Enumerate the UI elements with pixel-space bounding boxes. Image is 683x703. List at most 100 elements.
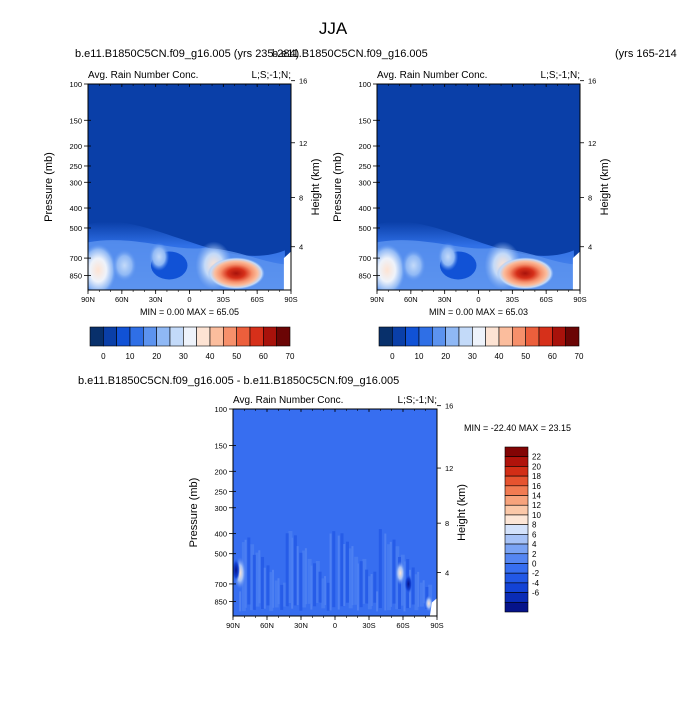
difference-streak: [315, 560, 320, 603]
difference-streak: [345, 541, 349, 603]
y-tick-label: 500: [358, 224, 371, 233]
colorbar-box: [504, 524, 529, 535]
feature-secondary: [437, 242, 459, 271]
x-tick-label: 0: [476, 295, 480, 304]
difference-streak: [376, 591, 379, 612]
y-tick-label: 400: [358, 204, 371, 213]
colorbar-label: 30: [468, 352, 477, 361]
y-tick-label: 500: [69, 224, 82, 233]
difference-streak: [348, 548, 353, 609]
colorbar-label: 30: [179, 352, 188, 361]
difference-streak: [326, 582, 330, 611]
x-tick-label: 30S: [217, 295, 230, 304]
colorbar-label: -2: [532, 569, 540, 578]
difference-streak: [299, 552, 303, 611]
difference-streak: [354, 556, 359, 605]
colorbar-box: [504, 553, 529, 564]
x-tick-label: 90N: [226, 621, 240, 630]
y-right-axis-label: Height (km): [310, 159, 322, 216]
right-string: L;S;-1;N;: [398, 395, 437, 406]
y-tick-label: 400: [214, 530, 227, 539]
colorbar-box: [512, 326, 526, 347]
difference-streak: [414, 574, 419, 611]
x-tick-label: 60S: [250, 295, 263, 304]
colorbar-label: 50: [521, 352, 530, 361]
colorbar-box: [392, 326, 406, 347]
feature-max-region: [88, 244, 117, 290]
y-tick-label: 250: [69, 162, 82, 171]
colorbar-box: [405, 326, 420, 347]
min-max-stats: MIN = -22.40 MAX = 23.15: [464, 423, 571, 433]
difference-streak: [263, 567, 266, 609]
y-tick-label: 150: [69, 116, 82, 125]
difference-negative: [404, 573, 413, 594]
feature-secondary: [401, 249, 426, 282]
difference-positive: [424, 595, 433, 612]
difference-streak: [340, 533, 344, 607]
difference-streak: [362, 558, 367, 604]
difference-streak: [373, 571, 377, 603]
y-right-tick-label: 4: [588, 243, 592, 252]
colorbar-box: [378, 326, 393, 347]
difference-streak: [302, 550, 307, 608]
y-right-tick-label: 8: [299, 194, 303, 203]
colorbar-box: [103, 326, 117, 347]
colorbar-box: [504, 592, 529, 603]
x-tick-label: 90S: [573, 295, 586, 304]
plot-frame: [376, 83, 581, 291]
colorbar-box: [276, 326, 291, 347]
y-tick-label: 700: [358, 254, 371, 263]
colorbar-box: [504, 446, 529, 458]
y-tick-label: 850: [358, 271, 371, 280]
y-tick-label: 850: [214, 597, 227, 606]
colorbar-box: [504, 582, 529, 593]
difference-streak: [365, 569, 369, 604]
heatmap-field: [377, 84, 580, 290]
y-axis-label: Pressure (mb): [188, 478, 200, 548]
colorbar-box: [432, 326, 446, 347]
difference-title: b.e11.B1850C5CN.f09_g16.005 - b.e11.B185…: [78, 375, 399, 387]
colorbar-label: 0: [532, 559, 537, 568]
colorbar-label: 20: [152, 352, 161, 361]
colorbar-box: [504, 475, 529, 487]
y-tick-label: 200: [358, 142, 371, 151]
colorbar-box: [418, 326, 433, 347]
y-tick-label: 100: [69, 80, 82, 89]
colorbar-box: [504, 601, 529, 613]
difference-streak: [428, 584, 433, 606]
y-right-axis-label: Height (km): [599, 159, 611, 216]
y-tick-label: 300: [69, 178, 82, 187]
colorbar-label: 22: [532, 453, 541, 462]
page-title: JJA: [319, 19, 348, 38]
y-tick-label: 150: [358, 116, 371, 125]
min-max-stats: MIN = 0.00 MAX = 65.05: [140, 307, 239, 317]
left-string: Avg. Rain Number Conc.: [233, 395, 343, 406]
difference-streak: [359, 561, 363, 608]
x-tick-label: 90N: [370, 295, 384, 304]
y-right-tick-label: 4: [299, 243, 303, 252]
colorbar-box: [504, 514, 529, 525]
y-right-tick-label: 8: [588, 194, 592, 203]
header-right-years: (yrs 165-214: [615, 48, 677, 60]
colorbar-label: 40: [206, 352, 215, 361]
feature-max-region: [377, 244, 406, 290]
x-tick-label: 30N: [438, 295, 452, 304]
colorbar-box: [236, 326, 251, 347]
x-tick-label: 90S: [284, 295, 297, 304]
y-tick-label: 200: [69, 142, 82, 151]
y-right-tick-label: 16: [299, 77, 307, 86]
colorbar-box: [504, 485, 529, 496]
colorbar-box: [143, 326, 157, 347]
colorbar-box: [196, 326, 211, 347]
y-tick-label: 300: [358, 178, 371, 187]
difference-streak: [266, 565, 270, 606]
difference-streak: [332, 531, 336, 608]
colorbar-label: 60: [259, 352, 268, 361]
x-tick-label: 30S: [362, 621, 375, 630]
difference-streak: [239, 591, 242, 612]
difference-streak: [337, 535, 340, 610]
difference-streak: [285, 533, 289, 607]
difference-streak: [367, 576, 372, 610]
